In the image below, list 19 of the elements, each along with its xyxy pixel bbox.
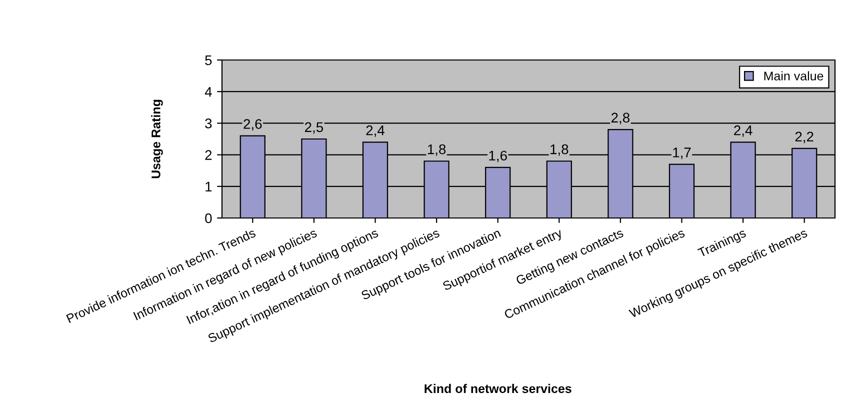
y-tick-label: 0 <box>205 213 212 224</box>
data-label: 1,8 <box>428 144 446 156</box>
legend-label: Main value <box>764 71 824 80</box>
data-label: 2,2 <box>795 132 814 144</box>
x-axis-title: Kind of network services <box>424 384 572 394</box>
y-tick-label: 2 <box>205 150 212 160</box>
data-label: 1,6 <box>489 150 507 162</box>
data-label: 1,8 <box>550 144 568 156</box>
y-axis-title: Usage Rating <box>151 100 163 178</box>
data-label: 2,4 <box>366 125 384 137</box>
y-tick-label: 1 <box>206 182 212 192</box>
data-label: 2,8 <box>611 112 630 124</box>
data-label: 2,5 <box>304 122 324 134</box>
data-label: 2,4 <box>734 125 752 137</box>
data-label: 2,6 <box>244 119 262 131</box>
y-tick-label: 3 <box>205 118 212 128</box>
data-label: 1,7 <box>673 148 691 160</box>
y-tick-label: 5 <box>205 55 212 66</box>
y-tick-label: 4 <box>204 87 212 97</box>
